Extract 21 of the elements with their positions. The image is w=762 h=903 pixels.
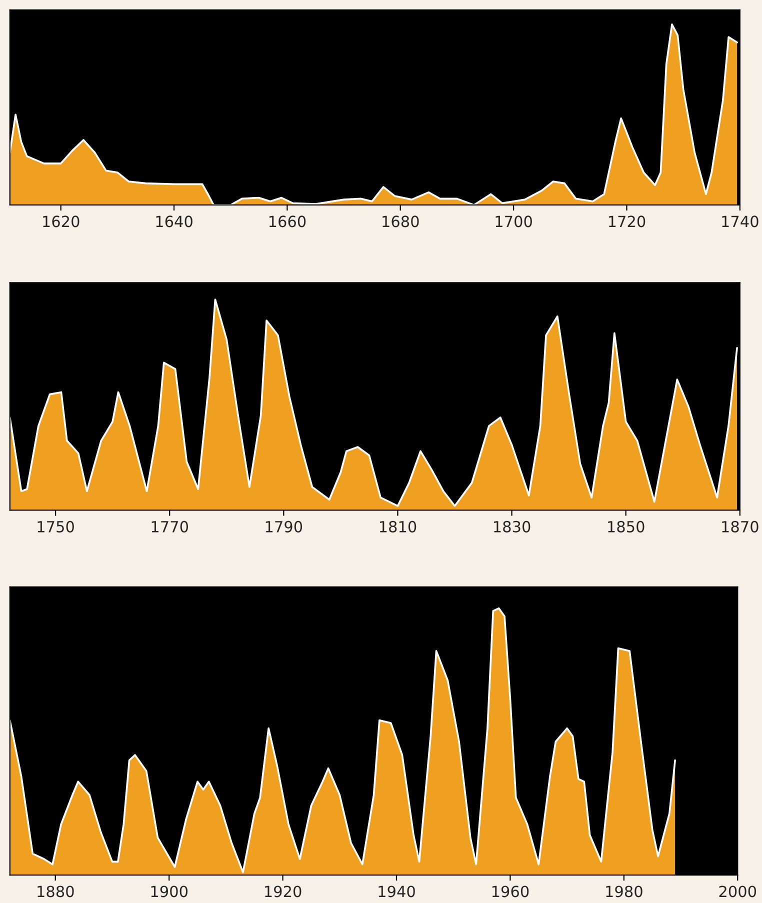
x-tick-label: 1940 — [378, 886, 415, 898]
x-tick-label: 1900 — [151, 886, 188, 898]
x-tick-label: 1660 — [269, 216, 306, 228]
x-tick-label: 1850 — [608, 520, 644, 532]
x-tick-label: 1920 — [265, 886, 302, 898]
x-tick-label: 1680 — [382, 216, 419, 228]
x-tick-label: 1720 — [608, 216, 646, 228]
x-tick-label: 1810 — [380, 520, 416, 532]
x-tick-label: 1620 — [43, 216, 80, 228]
x-tick-label: 1640 — [156, 216, 192, 228]
x-tick-label: 1980 — [606, 886, 642, 898]
x-tick-label: 1750 — [38, 520, 74, 532]
x-tick-label: 1700 — [496, 216, 532, 228]
x-tick-label: 1870 — [722, 520, 758, 532]
x-tick-label: 1830 — [494, 520, 530, 532]
x-tick-label: 1880 — [38, 886, 74, 898]
x-tick-label: 1740 — [722, 216, 758, 228]
x-tick-label: 1790 — [266, 520, 302, 532]
x-tick-label: 1770 — [152, 520, 188, 532]
x-tick-label: 1960 — [492, 886, 529, 898]
x-tick-label: 2000 — [719, 886, 756, 898]
